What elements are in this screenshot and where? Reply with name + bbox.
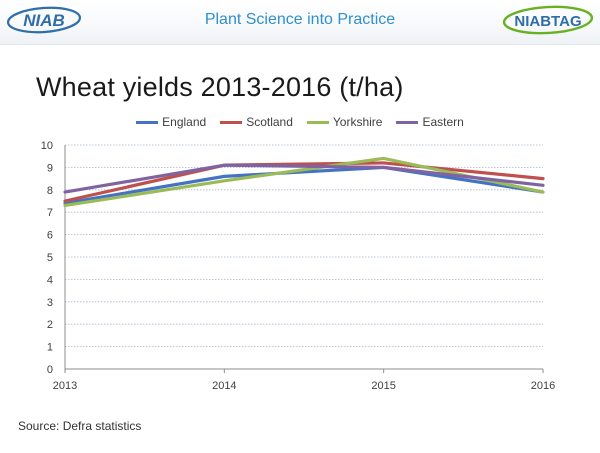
legend-label: England [162, 115, 207, 129]
chart-title: Wheat yields 2013-2016 (t/ha) [36, 72, 404, 102]
legend-swatch [396, 120, 419, 124]
legend-label: Yorkshire [332, 115, 383, 129]
series-line-eastern [63, 163, 545, 194]
y-tick-label: 10 [41, 140, 53, 152]
tagline: Plant Science into Practice [204, 11, 396, 28]
y-tick-label: 2 [47, 319, 53, 331]
legend-swatch [136, 120, 159, 124]
chart-legend: England Scotland Yorkshire Eastern [0, 115, 600, 129]
y-tick-label: 3 [47, 297, 53, 309]
y-tick-label: 1 [47, 342, 53, 354]
y-tick-label: 8 [47, 185, 53, 197]
y-tick-label: 0 [47, 364, 53, 376]
x-tick-label: 2015 [371, 380, 395, 392]
legend-swatch [306, 120, 329, 124]
x-tick-label: 2016 [531, 380, 555, 392]
legend-item-eastern: Eastern [396, 115, 464, 129]
legend-swatch [220, 120, 243, 124]
line-chart: 0 1 2 3 4 5 6 7 8 9 10 2013 2014 2015 2016 [41, 140, 555, 392]
y-tick-label: 7 [47, 207, 53, 219]
legend-item-yorkshire: Yorkshire [306, 115, 383, 129]
legend-item-england: England [136, 115, 206, 129]
niabtag-logo: NIABTAG [502, 5, 594, 35]
y-tick-label: 4 [47, 274, 53, 286]
y-tick-label: 9 [47, 162, 53, 174]
niab-logo-text: NIAB [23, 11, 65, 30]
y-tick-label: 6 [47, 230, 53, 242]
y-tick-label: 5 [47, 252, 53, 264]
niabtag-logo-text: NIABTAG [514, 13, 581, 30]
niab-logo: NIAB [6, 6, 82, 34]
source-note: Source: Defra statistics [18, 419, 142, 433]
header-bar: NIAB Plant Science into Practice NIABTAG [0, 0, 600, 45]
legend-label: Eastern [422, 115, 464, 129]
series-line-england [63, 165, 545, 205]
x-tick-label: 2013 [53, 380, 77, 392]
series-line-scotland [63, 161, 545, 203]
x-tick-label: 2014 [212, 380, 236, 392]
legend-item-scotland: Scotland [220, 115, 293, 129]
legend-label: Scotland [246, 115, 293, 129]
